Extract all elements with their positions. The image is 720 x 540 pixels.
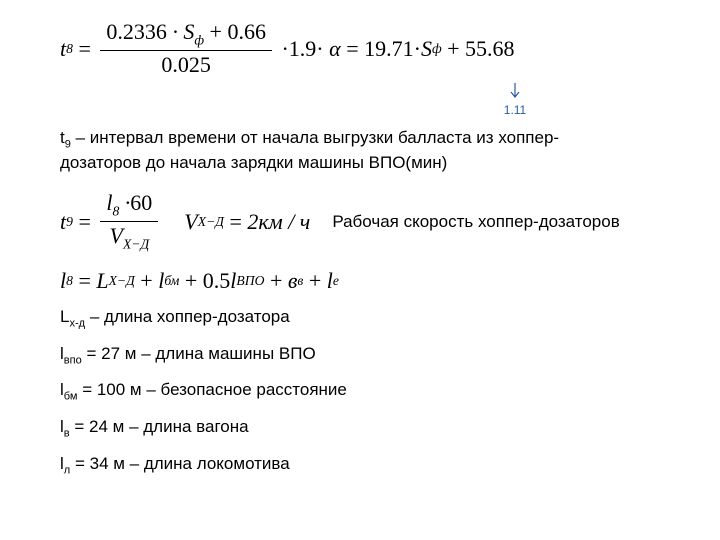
def-lbm: lбм = 100 м – безопасное расстояние: [60, 379, 670, 404]
equation-v: VХ−Д = 2км / ч: [184, 209, 310, 235]
def-lvpo: lвпо = 27 м – длина машины ВПО: [60, 343, 670, 368]
paragraph-t9: t9 – интервал времени от начала выгрузки…: [60, 127, 670, 175]
def-ll: lл = 34 м – длина локомотива: [60, 453, 670, 478]
side-text-speed: Рабочая скорость хоппер-дозаторов: [332, 211, 619, 233]
eq1-lhs-sub: 8: [66, 41, 73, 57]
equation-l8: l8 = LХ−Д + lбм + 0.5lВПО + вв + le: [60, 268, 670, 294]
annotation-text: 1.11: [504, 103, 526, 117]
eq1-fraction: 0.2336 · Sф + 0.66 0.025: [100, 18, 272, 79]
equation-t8: t8 = 0.2336 · Sф + 0.66 0.025 ·1.9· α = …: [60, 18, 670, 79]
def-lxd: Lх-д – длина хоппер-дозатора: [60, 306, 670, 331]
annotation-arrow: 1.11: [360, 83, 670, 117]
def-lv: lв = 24 м – длина вагона: [60, 416, 670, 441]
equation-t9: t9 = l8 ·60 VХ−Д: [60, 189, 162, 254]
